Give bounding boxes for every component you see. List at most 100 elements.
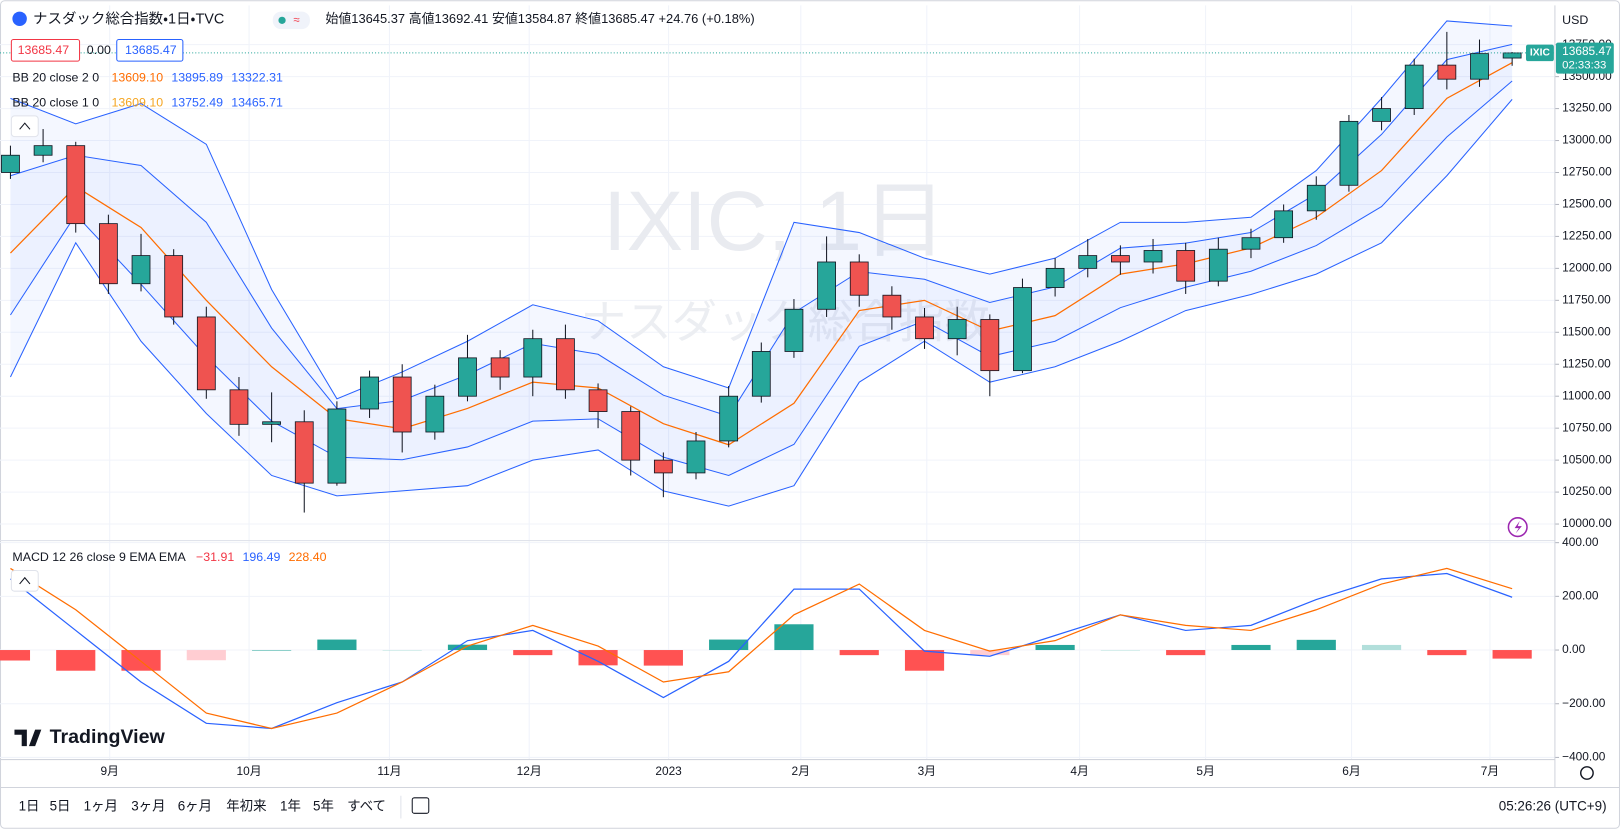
- legend-value: 13609.10: [111, 96, 163, 110]
- candle-body: [98, 223, 118, 285]
- range-button[interactable]: 1年: [280, 799, 301, 814]
- ohlc-label: 終値: [575, 11, 601, 26]
- status-pill[interactable]: [272, 11, 310, 30]
- ohlc-value: 13692.41: [435, 11, 489, 26]
- x-tick-label: 7月: [1481, 764, 1499, 778]
- y-tick-label: 11500.00: [1562, 324, 1611, 338]
- legend-value: 13685.47: [18, 43, 70, 57]
- range-toolbar: 1日 5日 1ヶ月 3ヶ月 6ヶ月 年初来 1年 5年 すべて: [19, 799, 386, 814]
- band-middle: [9, 62, 1513, 446]
- candle-body: [327, 408, 347, 484]
- collapse-button[interactable]: [10, 115, 39, 138]
- candle-body: [556, 338, 575, 391]
- calendar-icon[interactable]: [411, 797, 430, 814]
- settings-icon[interactable]: [1580, 766, 1594, 780]
- candle-body: [294, 421, 314, 484]
- y-tick-label: 12500.00: [1562, 197, 1612, 211]
- candle-body: [1013, 287, 1032, 372]
- histogram-bar: [252, 650, 292, 651]
- histogram-bar: [1361, 644, 1402, 651]
- range-button[interactable]: 1日: [19, 799, 40, 814]
- macd-line: [10, 572, 1513, 730]
- candle-body: [1176, 250, 1196, 282]
- candle-body: [523, 338, 543, 378]
- candle-body: [490, 357, 510, 378]
- candle-body: [229, 389, 249, 425]
- logo-text: TradingView: [50, 726, 166, 748]
- candle-body: [164, 255, 184, 318]
- candle-body: [1437, 64, 1457, 80]
- x-tick-label: 9月: [100, 764, 118, 778]
- histogram-bar: [839, 650, 879, 656]
- y-tick-label: 10250.00: [1562, 484, 1612, 498]
- legend-value: 13895.89: [171, 71, 223, 85]
- histogram-bar: [774, 624, 814, 651]
- ohlc-label: 安値: [492, 11, 518, 26]
- candle-body: [425, 395, 445, 433]
- legend-value: −31.91: [196, 550, 234, 564]
- band-line: [10, 80, 1513, 477]
- legend-box: [116, 38, 184, 62]
- legend-value: 196.49: [243, 550, 281, 564]
- legend-value: 13752.49: [171, 96, 223, 110]
- x-tick-label: 11月: [377, 764, 401, 778]
- alert-bolt: [1514, 520, 1522, 534]
- candle-body: [915, 316, 934, 340]
- range-button[interactable]: 1ヶ月: [84, 799, 118, 814]
- y-tick-label: 13250.00: [1562, 101, 1612, 115]
- candle-body: [882, 294, 902, 318]
- histogram-bar: [121, 650, 161, 671]
- range-button[interactable]: 3ヶ月: [131, 799, 165, 814]
- legend-name: BB 20 close 1 0: [12, 96, 99, 110]
- ohlc-label: 高値: [409, 11, 435, 26]
- symbol-tag-bg: [1525, 44, 1554, 62]
- legend-value: 13685.47: [125, 43, 177, 57]
- candle-body: [686, 440, 706, 474]
- candle-body: [849, 261, 869, 296]
- currency[interactable]: USD: [1562, 13, 1588, 27]
- macd-legend: MACD 12 26 close 9 EMA EMA −31.91 196.49 22…: [12, 550, 326, 564]
- x-tick-label: 6月: [1342, 764, 1360, 778]
- y-tick-label: −200.00: [1562, 696, 1606, 710]
- candle-body: [66, 145, 86, 225]
- range-button[interactable]: 5日: [50, 799, 71, 814]
- legend-value: 13609.10: [111, 71, 163, 85]
- y-tick-label: 10750.00: [1562, 420, 1612, 434]
- histogram-bar: [1427, 650, 1467, 656]
- histogram-bar: [1166, 650, 1206, 656]
- candle-body: [947, 319, 967, 340]
- candle-body: [1241, 237, 1261, 250]
- candle-body: [588, 389, 608, 412]
- band-line: [10, 20, 1513, 400]
- range-button[interactable]: 6ヶ月: [178, 799, 212, 814]
- y-tick-label: 11000.00: [1562, 388, 1611, 402]
- x-tick-label: 4月: [1070, 764, 1088, 778]
- range-button[interactable]: 5年: [313, 799, 334, 814]
- collapse-icon: [19, 576, 31, 585]
- y-tick-label: 10500.00: [1562, 452, 1612, 466]
- y-tick-label: 12000.00: [1562, 261, 1612, 275]
- candle-body: [458, 357, 477, 397]
- candle-body: [1078, 255, 1098, 269]
- histogram-bar: [0, 650, 31, 661]
- collapse-button[interactable]: [10, 569, 39, 592]
- histogram-bar: [186, 650, 226, 661]
- candle-body: [1306, 184, 1326, 212]
- candle-body: [1339, 120, 1359, 186]
- range-button[interactable]: すべて: [347, 799, 386, 814]
- histogram-bar: [970, 650, 1010, 656]
- countdown: 02:33:33: [1562, 59, 1606, 71]
- histogram-bar: [382, 650, 422, 651]
- y-tick-label: 13000.00: [1562, 133, 1612, 147]
- candle-body: [1045, 267, 1065, 288]
- legend-value: 13465.71: [231, 96, 283, 110]
- candle-body: [653, 459, 673, 474]
- candle-body: [817, 261, 836, 310]
- range-button[interactable]: 年初来: [226, 799, 266, 814]
- clock[interactable]: 05:26:26 (UTC+9): [1499, 799, 1607, 814]
- candle-body: [751, 351, 771, 397]
